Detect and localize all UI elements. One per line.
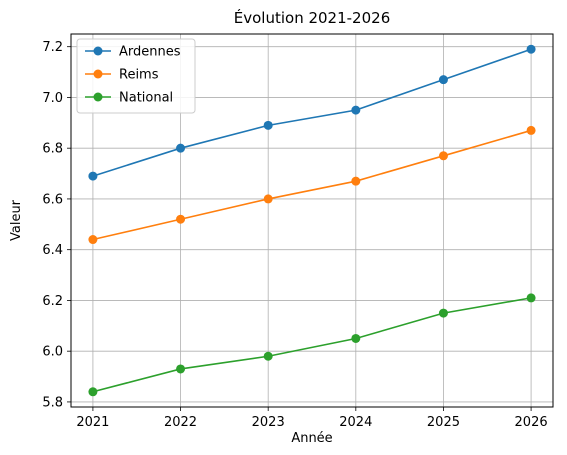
legend-marker	[93, 92, 103, 102]
data-point	[176, 214, 186, 224]
data-point	[88, 387, 98, 397]
legend-marker	[93, 46, 103, 56]
x-tick-label: 2026	[515, 415, 548, 430]
data-point	[263, 351, 273, 361]
grid	[71, 34, 553, 407]
y-axis-label: Valeur	[9, 199, 24, 241]
chart-title: Évolution 2021-2026	[234, 8, 390, 27]
series-line	[92, 297, 532, 393]
legend-label: National	[119, 91, 173, 106]
x-tick-label: 2021	[76, 415, 109, 430]
series-national	[88, 293, 536, 397]
legend-label: Ardennes	[119, 45, 181, 60]
data-point	[438, 75, 448, 85]
data-point	[263, 120, 273, 130]
y-tick-label: 6.6	[42, 192, 63, 207]
y-tick-label: 7.0	[42, 91, 63, 106]
x-tick-label: 2024	[339, 415, 372, 430]
data-point	[526, 293, 536, 303]
series-reims	[88, 125, 536, 245]
data-point	[526, 44, 536, 54]
data-point	[88, 171, 98, 181]
series-line	[92, 48, 532, 177]
plot-frame	[70, 33, 554, 408]
x-tick-label: 2022	[164, 415, 197, 430]
series-line	[92, 129, 532, 241]
data-point	[438, 308, 448, 318]
legend-item-reims: Reims	[85, 68, 159, 83]
data-point	[351, 176, 361, 186]
y-tick-label: 6.2	[42, 294, 63, 309]
x-tick-label: 2023	[252, 415, 285, 430]
data-point	[176, 364, 186, 374]
series-ardennes	[88, 44, 536, 181]
y-tick-label: 5.8	[42, 395, 63, 410]
series-layer	[88, 44, 536, 397]
legend: Ardennes Reims National	[76, 38, 196, 114]
y-tick-label: 6.0	[42, 345, 63, 360]
legend-box	[76, 38, 196, 114]
y-tick-label: 6.8	[42, 142, 63, 157]
data-point	[351, 333, 361, 343]
legend-item-national: National	[85, 91, 173, 106]
legend-marker	[93, 69, 103, 79]
data-point	[176, 143, 186, 153]
legend-label: Reims	[119, 68, 159, 83]
x-tick-label: 2025	[427, 415, 460, 430]
data-point	[88, 235, 98, 245]
legend-item-ardennes: Ardennes	[85, 45, 181, 60]
data-point	[438, 151, 448, 161]
y-tick-label: 7.2	[42, 40, 63, 55]
data-point	[526, 125, 536, 135]
data-point	[263, 194, 273, 204]
x-axis-label: Année	[291, 431, 332, 446]
data-point	[351, 105, 361, 115]
ticks: 2021 2022 2023 2024 2025 2026 5.8 6.0 6.2 6.4 6.6 6…	[42, 40, 547, 430]
y-tick-label: 6.4	[42, 243, 63, 258]
